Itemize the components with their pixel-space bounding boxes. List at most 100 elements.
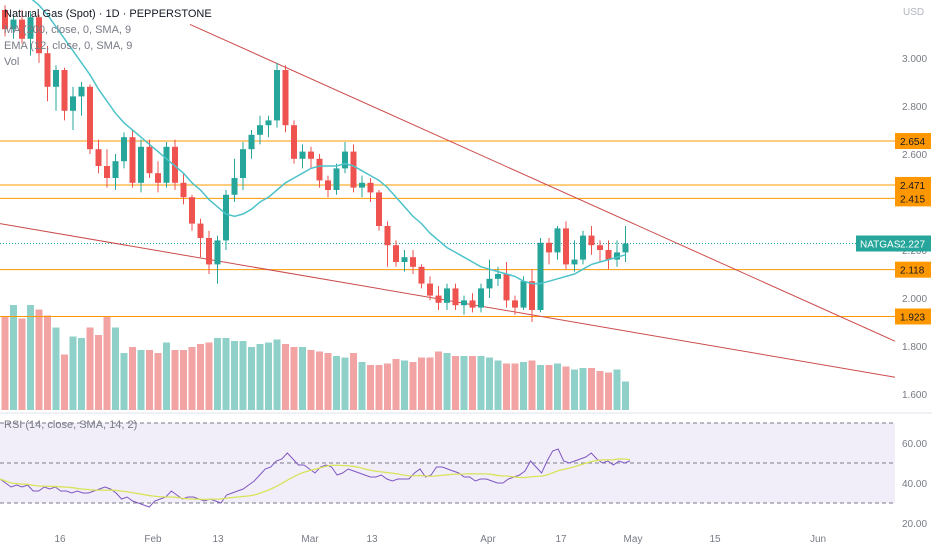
- ema-legend[interactable]: EMA (12, close, 0, SMA, 9: [4, 40, 133, 52]
- candle-body: [19, 19, 25, 39]
- currency-label: USD: [903, 7, 924, 18]
- volume-bar: [290, 347, 298, 410]
- volume-bar: [222, 338, 230, 410]
- volume-bar: [205, 342, 213, 410]
- volume-bar: [367, 365, 374, 410]
- candle-body: [461, 300, 467, 306]
- candle-body: [138, 146, 144, 183]
- volume-bar: [579, 368, 587, 410]
- candle-body: [282, 70, 289, 126]
- interval[interactable]: 1D: [105, 8, 120, 20]
- candle-body: [291, 125, 297, 159]
- volume-bar: [469, 356, 476, 410]
- chart-legend: Natural Gas (Spot) · 1D · PEPPERSTONE MA…: [4, 6, 212, 70]
- time-tick-label: May: [624, 534, 643, 545]
- candle-body: [503, 274, 510, 301]
- level-price-tag: [895, 308, 931, 325]
- candle-body: [605, 250, 612, 260]
- time-tick-label: 13: [366, 534, 378, 545]
- ema-line: [31, 0, 626, 285]
- candle-body: [401, 257, 408, 262]
- candle-body: [163, 146, 170, 183]
- level-price-label: 2.654: [900, 137, 925, 148]
- candle-body: [622, 243, 629, 253]
- candle-body: [614, 252, 620, 260]
- volume-bar: [452, 356, 459, 410]
- volume-bar: [596, 371, 604, 410]
- time-tick-label: 13: [212, 534, 224, 545]
- time-tick-label: 15: [709, 534, 721, 545]
- last-price-symbol: NATGAS: [860, 240, 901, 251]
- volume-bar: [197, 344, 204, 410]
- volume-bar: [477, 356, 485, 410]
- last-price-value: 2.227: [900, 240, 925, 251]
- ma-legend[interactable]: MA (200, close, 0, SMA, 9: [4, 24, 132, 36]
- upper-trendline: [189, 23, 896, 342]
- candle-body: [129, 137, 136, 183]
- candle-body: [418, 266, 425, 284]
- volume-bar: [27, 305, 34, 410]
- candle-body: [333, 168, 340, 190]
- volume-bar: [299, 347, 306, 410]
- candle-body: [393, 245, 399, 262]
- candle-body: [316, 158, 323, 181]
- candle-body: [308, 151, 314, 159]
- rsi-tick-label: 40.00: [902, 479, 927, 490]
- volume-bar: [188, 347, 196, 410]
- volume-bar: [443, 353, 451, 410]
- volume-bar: [520, 362, 527, 410]
- volume-bar: [486, 357, 493, 410]
- volume-bar: [613, 369, 621, 410]
- volume-bar: [409, 362, 417, 410]
- candle-body: [325, 180, 331, 190]
- volume-bar: [265, 342, 272, 410]
- volume-bar: [112, 327, 119, 410]
- volume-legend[interactable]: Vol: [4, 56, 20, 68]
- price-tick-label: 3.000: [902, 54, 927, 65]
- time-tick-label: 17: [555, 534, 567, 545]
- volume-bar: [511, 363, 519, 410]
- candle-body: [214, 240, 221, 265]
- symbol-row: Natural Gas (Spot) · 1D · PEPPERSTONE: [4, 8, 212, 20]
- volume-bar: [103, 317, 111, 410]
- candle-body: [70, 96, 76, 111]
- candle-body: [410, 257, 416, 267]
- candle-body: [469, 300, 476, 308]
- candle-body: [248, 134, 255, 150]
- candle-body: [78, 86, 85, 97]
- candle-body: [146, 146, 153, 174]
- candle-body: [265, 120, 272, 126]
- candle-body: [240, 149, 246, 178]
- volume-bar: [44, 315, 51, 410]
- level-price-label: 2.415: [900, 194, 925, 205]
- rsi-tick-label: 20.00: [902, 519, 927, 530]
- price-tick-label: 1.600: [902, 390, 927, 401]
- level-price-tag: [895, 261, 931, 278]
- volume-bar: [503, 363, 510, 410]
- volume-bar: [307, 350, 315, 410]
- candle-body: [274, 70, 280, 121]
- volume-bar: [554, 363, 561, 410]
- candle-body: [452, 288, 459, 306]
- candle-body: [121, 137, 127, 162]
- candle-body: [563, 228, 569, 265]
- level-price-label: 2.471: [900, 181, 925, 192]
- candle-body: [231, 178, 238, 195]
- time-tick-label: Jun: [810, 534, 826, 545]
- candle-body: [495, 274, 501, 279]
- volume-bar: [95, 335, 102, 410]
- volume-bar: [282, 344, 289, 410]
- volume-bar: [324, 353, 332, 410]
- candle-body: [520, 281, 527, 308]
- rsi-legend[interactable]: RSI (14, close, SMA, 14, 2): [4, 419, 138, 431]
- symbol-name[interactable]: Natural Gas (Spot): [4, 8, 96, 20]
- candle-body: [580, 235, 586, 260]
- volume-bar: [273, 339, 281, 410]
- volume-bar: [392, 359, 400, 410]
- candle-body: [376, 192, 382, 226]
- candle-body: [172, 146, 178, 183]
- candle-body: [478, 288, 484, 308]
- candle-body: [155, 173, 161, 183]
- candle-body: [112, 161, 119, 178]
